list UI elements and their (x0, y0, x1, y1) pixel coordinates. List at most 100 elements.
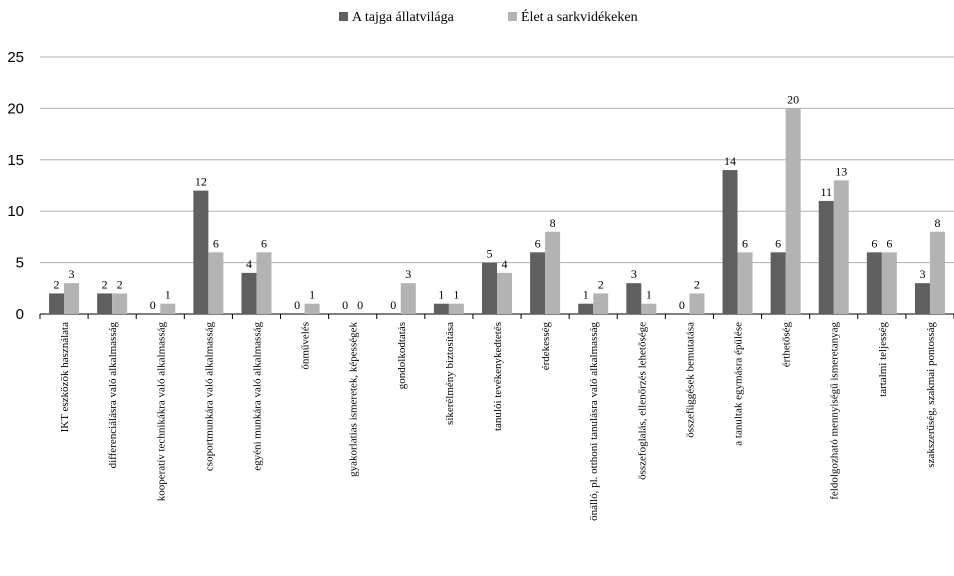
bar-sarkvidek (64, 283, 80, 314)
data-label: 8 (934, 216, 940, 230)
data-label: 3 (405, 267, 411, 281)
bar-sarkvidek (641, 303, 657, 314)
data-label: 1 (165, 288, 171, 302)
bar-tajga (193, 190, 209, 314)
legend-label: A tajga állatvilága (352, 10, 455, 25)
data-label: 1 (646, 288, 652, 302)
data-label: 3 (69, 267, 75, 281)
data-label: 8 (550, 216, 556, 230)
bar-tajga (818, 200, 834, 314)
bar-tajga (866, 252, 882, 314)
bar-tajga (97, 293, 113, 314)
data-label: 2 (102, 277, 108, 291)
x-axis: IKT eszközök használata differenciálásra … (39, 314, 954, 521)
category-label: önművelés (300, 322, 312, 370)
y-tick-label: 15 (7, 152, 24, 169)
bar-sarkvidek (497, 272, 512, 314)
bar-tajga (530, 252, 546, 314)
data-label: 6 (775, 236, 781, 250)
y-axis: 0 5 10 15 20 25 (7, 49, 24, 323)
data-label: 0 (150, 298, 156, 312)
legend-label: Élet a sarkvidékeken (521, 8, 638, 25)
category-label: szakszerűség, szakmai pontosság (925, 322, 937, 468)
data-label: 1 (453, 288, 459, 302)
data-label: 3 (919, 267, 925, 281)
category-label: tartalmi teljesség (877, 322, 889, 397)
gridlines (40, 56, 954, 315)
data-label: 0 (357, 298, 363, 312)
bar-sarkvidek (929, 231, 945, 314)
bar-sarkvidek (112, 293, 128, 314)
data-label: 14 (724, 154, 736, 168)
data-label: 4 (246, 257, 252, 271)
data-label: 0 (679, 298, 685, 312)
data-label: 12 (195, 175, 207, 189)
data-label: 6 (871, 236, 877, 250)
y-tick-label: 0 (16, 306, 24, 323)
data-label: 6 (261, 236, 267, 250)
category-label: csoportmunkára való alkalmasság (203, 322, 215, 472)
bar-sarkvidek (593, 293, 609, 314)
category-label: a tanultak egymásra épülése (733, 322, 745, 446)
y-tick-label: 25 (7, 49, 24, 66)
bar-sarkvidek (737, 252, 753, 314)
data-label: 0 (294, 298, 300, 312)
legend-swatch (339, 12, 348, 21)
data-label: 6 (886, 236, 892, 250)
category-label: tanulói tevékenykedtetés (492, 322, 504, 431)
y-tick-label: 5 (16, 255, 24, 272)
bar-tajga (770, 252, 786, 314)
category-label: összefoglalás, ellenőrzés lehetősége (636, 322, 648, 480)
bar-tajga (433, 303, 449, 314)
bar-sarkvidek (689, 293, 705, 314)
category-label: összefüggések bemutatása (684, 322, 696, 438)
bar-tajga (482, 262, 497, 314)
bar-tajga (722, 170, 738, 314)
data-label: 2 (598, 277, 604, 291)
category-label: egyéni munkára való alkalmasság (251, 322, 263, 471)
data-label: 5 (487, 247, 493, 261)
category-label: gyakorlatias ismeretek, képességek (348, 322, 360, 477)
legend-swatch (508, 12, 517, 21)
bars (49, 108, 945, 315)
data-label: 1 (583, 288, 589, 302)
category-label: érthetőség (781, 322, 793, 368)
data-label: 0 (390, 298, 396, 312)
bar-sarkvidek (545, 231, 561, 314)
data-label: 20 (787, 92, 799, 106)
data-label: 2 (54, 277, 60, 291)
y-tick-label: 20 (7, 100, 24, 117)
data-label: 0 (342, 298, 348, 312)
bar-sarkvidek (400, 283, 416, 314)
category-label: önálló, pl. otthoni tanulásra való alkal… (588, 322, 600, 521)
bar-sarkvidek (256, 252, 272, 314)
y-tick-label: 10 (7, 203, 24, 220)
data-label: 2 (117, 277, 123, 291)
bar-tajga (914, 283, 930, 314)
category-label: IKT eszközök használata (59, 322, 71, 432)
category-label: differenciálásra való alkalmasság (107, 322, 119, 469)
data-label: 1 (438, 288, 444, 302)
data-label: 2 (694, 277, 700, 291)
bar-tajga (49, 293, 65, 314)
data-label: 6 (535, 236, 541, 250)
data-label: 4 (502, 257, 508, 271)
bar-sarkvidek (833, 180, 849, 314)
data-label: 6 (213, 236, 219, 250)
bar-sarkvidek (208, 252, 224, 314)
data-label: 1 (309, 288, 315, 302)
data-label: 3 (631, 267, 637, 281)
data-label: 11 (820, 185, 832, 199)
category-label: feldolgozható mennyiségű ismeretanyag (829, 322, 841, 500)
legend: A tajga állatvilága Élet a sarkvidékeken (339, 8, 638, 25)
category-label: érdekesség (540, 322, 552, 371)
bar-sarkvidek (881, 252, 897, 314)
bar-sarkvidek (304, 303, 320, 314)
bar-sarkvidek (160, 303, 176, 314)
category-label: sikerélmény biztosítása (444, 322, 456, 425)
data-label: 13 (835, 164, 847, 178)
data-label: 6 (742, 236, 748, 250)
bar-tajga (626, 283, 642, 314)
